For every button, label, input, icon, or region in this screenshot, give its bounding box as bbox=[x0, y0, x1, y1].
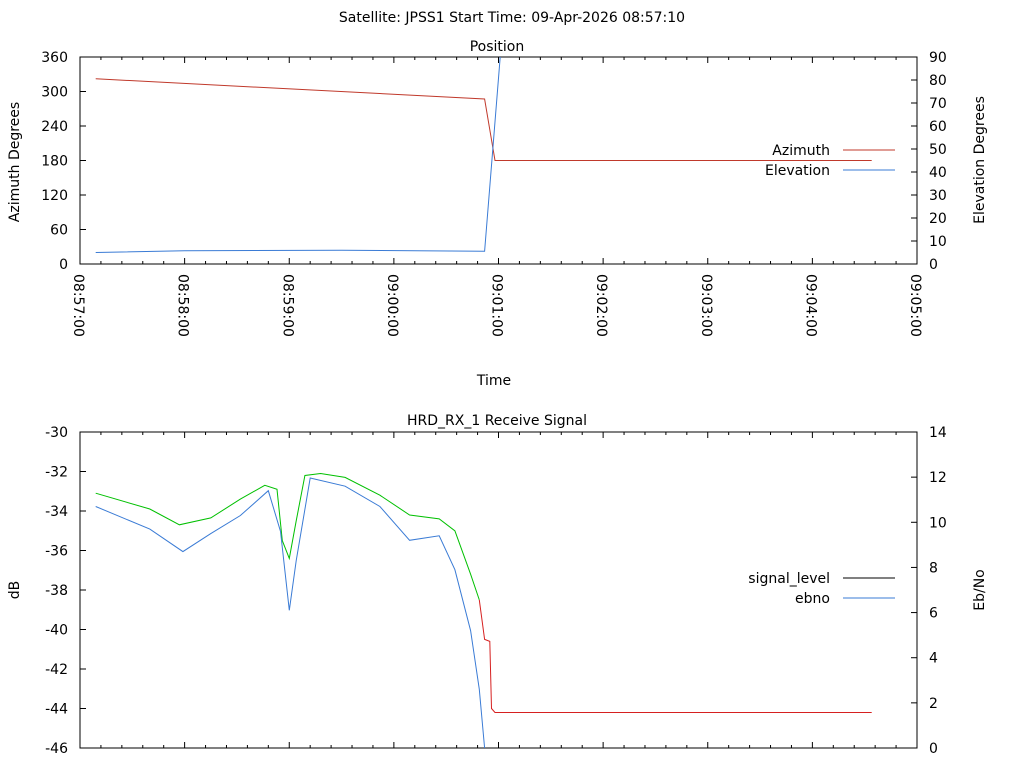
y2-tick-label: 0 bbox=[929, 257, 938, 273]
y-tick-label: 180 bbox=[41, 154, 68, 170]
position-ylabel: Azimuth Degrees bbox=[7, 102, 23, 222]
y2-tick-label: 60 bbox=[929, 119, 947, 135]
legend-label: signal_level bbox=[748, 571, 830, 587]
x-tick-label: 09:02:00 bbox=[593, 274, 609, 337]
receive-signal-plot: HRD_RX_1 Receive Signal dB Eb/No -30 -32 -… bbox=[7, 413, 988, 757]
y2-tick-label: 6 bbox=[929, 606, 938, 622]
y-tick-label: -44 bbox=[45, 702, 68, 718]
y-tick-label: 300 bbox=[41, 85, 68, 101]
y2-tick-label: 0 bbox=[929, 741, 938, 757]
y-tick-label: -34 bbox=[45, 504, 68, 520]
series-line-Elevation bbox=[95, 57, 501, 253]
y-tick-label: -32 bbox=[45, 465, 68, 481]
legend-label: Elevation bbox=[765, 163, 830, 179]
legend-label: ebno bbox=[795, 591, 830, 607]
x-tick-label: 08:58:00 bbox=[175, 274, 191, 337]
y-tick-label: 0 bbox=[59, 257, 68, 273]
signal-ylabel: dB bbox=[7, 581, 23, 600]
x-tick-label: 08:59:00 bbox=[279, 274, 295, 337]
y-tick-label: -46 bbox=[45, 741, 68, 757]
y2-tick-label: 50 bbox=[929, 142, 947, 158]
y-tick-label: 360 bbox=[41, 50, 68, 66]
y2-tick-label: 12 bbox=[929, 470, 947, 486]
y-tick-label: -42 bbox=[45, 662, 68, 678]
position-plot: Position Time Azimuth Degrees Elevation … bbox=[7, 39, 988, 389]
y2-tick-label: 10 bbox=[929, 234, 947, 250]
series-line-signal_level bbox=[95, 472, 480, 601]
y-tick-label: -40 bbox=[45, 623, 68, 639]
y-tick-label: -38 bbox=[45, 583, 68, 599]
x-tick-label: 09:04:00 bbox=[802, 274, 818, 337]
y2-tick-label: 8 bbox=[929, 560, 938, 576]
series-line-Azimuth bbox=[95, 78, 872, 161]
position-title: Position bbox=[470, 39, 525, 55]
position-xlabel: Time bbox=[476, 373, 511, 389]
y-tick-label: -36 bbox=[45, 544, 68, 560]
y-tick-label: 60 bbox=[50, 223, 68, 239]
x-tick-label: 09:01:00 bbox=[489, 274, 505, 337]
y2-tick-label: 10 bbox=[929, 515, 947, 531]
legend-label: Azimuth bbox=[772, 143, 830, 159]
page-title: Satellite: JPSS1 Start Time: 09-Apr-2026… bbox=[339, 10, 685, 26]
y2-tick-label: 80 bbox=[929, 73, 947, 89]
y2-tick-label: 90 bbox=[929, 50, 947, 66]
series-line-ebno bbox=[95, 477, 486, 748]
y2-tick-label: 30 bbox=[929, 188, 947, 204]
signal-title: HRD_RX_1 Receive Signal bbox=[407, 413, 587, 429]
y2-tick-label: 2 bbox=[929, 696, 938, 712]
position-y2label: Elevation Degrees bbox=[972, 96, 988, 224]
x-tick-label: 09:00:00 bbox=[384, 274, 400, 337]
y2-tick-label: 70 bbox=[929, 96, 947, 112]
x-tick-label: 09:03:00 bbox=[698, 274, 714, 337]
y-tick-label: 240 bbox=[41, 119, 68, 135]
x-tick-label: 08:57:00 bbox=[70, 274, 86, 337]
series-line-signal-low bbox=[478, 599, 872, 713]
y2-tick-label: 14 bbox=[929, 425, 947, 441]
x-tick-label: 09:05:00 bbox=[907, 274, 923, 337]
plot-border bbox=[79, 431, 918, 749]
y2-tick-label: 40 bbox=[929, 165, 947, 181]
y2-tick-label: 4 bbox=[929, 651, 938, 667]
signal-y2label: Eb/No bbox=[972, 569, 988, 611]
y-tick-label: -30 bbox=[45, 425, 68, 441]
y-tick-label: 120 bbox=[41, 188, 68, 204]
y2-tick-label: 20 bbox=[929, 211, 947, 227]
